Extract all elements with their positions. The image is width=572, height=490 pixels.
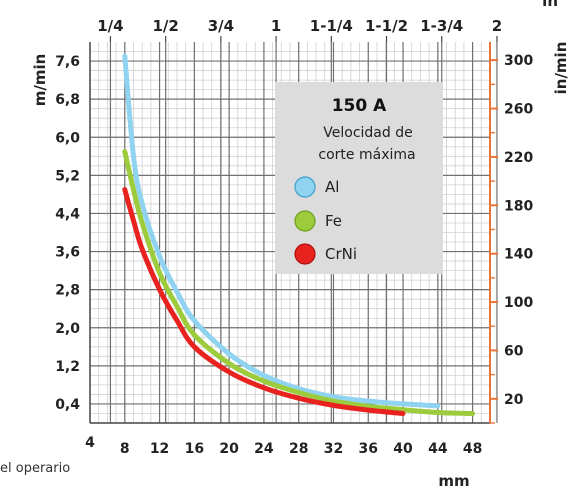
y-left-tick-label: 3,6 bbox=[55, 245, 80, 261]
x-tick-label: 4 bbox=[85, 435, 95, 451]
series-line-al bbox=[122, 53, 441, 409]
y-left-tick-label: 6,8 bbox=[55, 92, 80, 108]
y-left-tick-label: 4,4 bbox=[55, 206, 80, 222]
y-left-tick-label: 6,0 bbox=[55, 130, 80, 146]
x-top-tick-label: 1-1/2 bbox=[365, 17, 408, 35]
series-line-crni bbox=[122, 187, 406, 416]
legend-label-al: Al bbox=[325, 178, 339, 196]
x-tick-label: 8 bbox=[120, 441, 130, 457]
y-left-tick-label: 0,4 bbox=[55, 397, 80, 413]
curves bbox=[122, 53, 476, 416]
x-top-tick-label: 1/4 bbox=[97, 17, 123, 35]
x-tick-label: 44 bbox=[428, 441, 448, 457]
y-left-tick-label: 2,0 bbox=[55, 321, 80, 337]
legend-label-fe: Fe bbox=[325, 212, 342, 230]
legend-swatch-crni bbox=[294, 243, 316, 265]
y-right-tick-label: 180 bbox=[504, 198, 533, 214]
x-tick-label: 24 bbox=[254, 441, 274, 457]
legend-swatch-al bbox=[294, 176, 316, 198]
x-top-tick-label: 1-1/4 bbox=[310, 17, 353, 35]
x-tick-label: 48 bbox=[463, 441, 482, 457]
x-top-tick-label: 1/2 bbox=[152, 17, 178, 35]
legend-subtitle-line-1: Velocidad de bbox=[323, 125, 412, 141]
y-left-tick-label: 7,6 bbox=[55, 54, 80, 70]
y-right-tick-label: 20 bbox=[504, 392, 524, 408]
y-right-tick-label: 140 bbox=[504, 247, 533, 263]
x-tick-label: 28 bbox=[289, 441, 308, 457]
x-top-tick-label: 1 bbox=[271, 17, 281, 35]
x-top-tick-label: 3/4 bbox=[208, 17, 234, 35]
legend-label-crni: CrNi bbox=[325, 245, 357, 263]
legend-swatch-fe bbox=[294, 210, 316, 232]
y-right-tick-label: 220 bbox=[504, 150, 533, 166]
x-tick-label: 20 bbox=[219, 441, 239, 457]
y-right-tick-label: 100 bbox=[504, 295, 533, 311]
legend-title: 150 A bbox=[332, 96, 387, 116]
x-tick-label: 40 bbox=[393, 441, 413, 457]
y-left-tick-label: 1,2 bbox=[55, 359, 80, 375]
x-tick-label: 36 bbox=[359, 441, 378, 457]
x-tick-label: 32 bbox=[324, 441, 343, 457]
x-axis-title: mm bbox=[438, 472, 469, 490]
y-axis-left-title: m/min bbox=[31, 54, 49, 107]
y-axis-right-title: in/min bbox=[552, 42, 570, 95]
y-right-tick-label: 300 bbox=[504, 53, 533, 69]
x-top-tick-label: 2 bbox=[492, 17, 502, 35]
x-tick-label: 16 bbox=[185, 441, 204, 457]
footer-text: el operario bbox=[0, 461, 70, 476]
legend: 150 A Velocidad de corte máxima Al Fe Cr… bbox=[275, 82, 443, 274]
x-tick-label: 12 bbox=[150, 441, 169, 457]
legend-subtitle-line-2: corte máxima bbox=[318, 147, 415, 163]
x-top-tick-label: 1-3/4 bbox=[420, 17, 463, 35]
y-left-tick-label: 2,8 bbox=[55, 283, 80, 299]
y-right-tick-label: 60 bbox=[504, 343, 524, 359]
y-right-tick-label: 260 bbox=[504, 102, 533, 118]
y-left-tick-label: 5,2 bbox=[55, 168, 80, 184]
x-top-unit-label: in bbox=[542, 0, 558, 10]
series-line-fe bbox=[122, 149, 476, 416]
axes: 4 8 12 16 20 24 28 32 36 40 44 481/4 1/2 3/4 1 1-1/4 1-1… bbox=[55, 17, 533, 457]
